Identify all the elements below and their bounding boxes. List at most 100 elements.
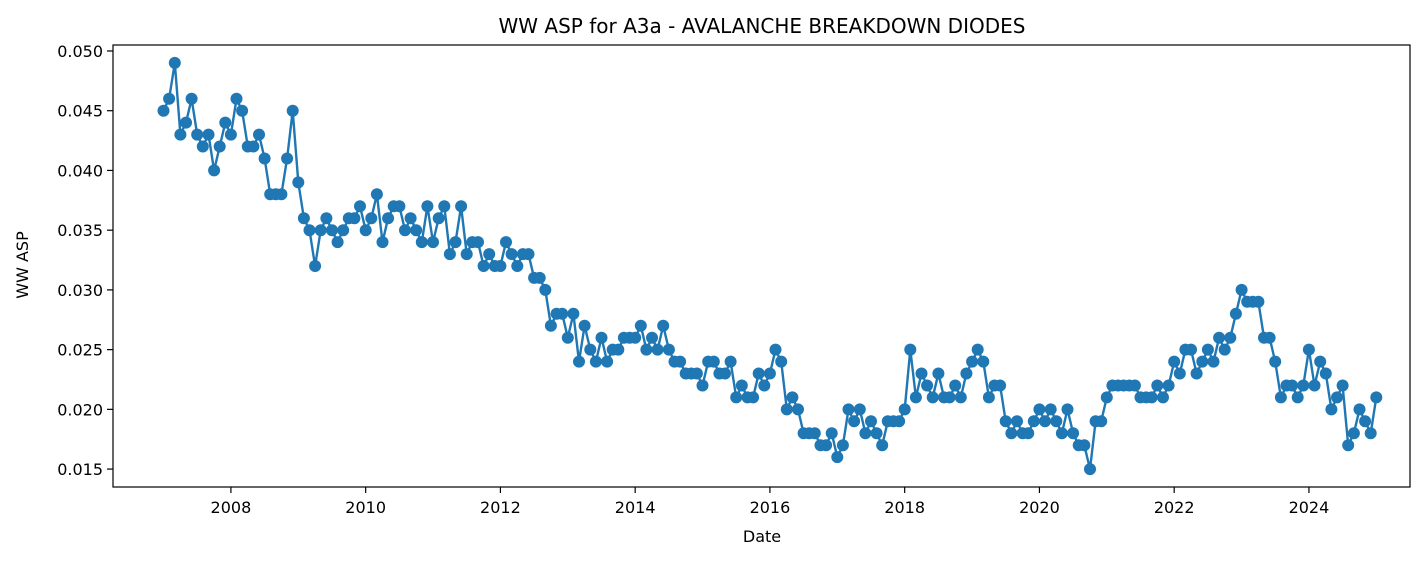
data-point: [629, 331, 642, 344]
data-point: [612, 343, 625, 356]
data-point: [202, 128, 215, 141]
data-point: [640, 343, 653, 356]
data-point: [1364, 427, 1377, 440]
data-point: [1157, 391, 1169, 404]
data-point: [359, 224, 372, 237]
data-point: [971, 343, 984, 356]
chart-title: WW ASP for A3a - AVALANCHE BREAKDOWN DIO…: [499, 14, 1026, 38]
y-tick-label: 0.040: [57, 161, 103, 180]
data-point: [219, 116, 232, 129]
data-point: [848, 415, 861, 428]
x-tick-label: 2016: [750, 498, 791, 517]
data-point: [533, 271, 546, 284]
data-point: [1224, 331, 1237, 344]
data-point: [820, 439, 833, 452]
data-point: [399, 224, 411, 237]
data-point: [966, 355, 979, 368]
data-point: [185, 92, 198, 105]
data-point: [1044, 403, 1057, 416]
data-point: [1185, 343, 1197, 356]
data-point: [1342, 439, 1355, 452]
data-point: [1095, 415, 1108, 428]
data-point: [842, 403, 855, 416]
data-point: [522, 248, 535, 261]
data-point: [831, 451, 844, 464]
y-tick-label: 0.025: [57, 341, 103, 360]
data-point: [662, 343, 675, 356]
data-point: [657, 319, 670, 332]
data-point: [876, 439, 889, 452]
data-point: [853, 403, 866, 416]
x-tick-label: 2020: [1019, 498, 1060, 517]
data-point: [1353, 403, 1366, 416]
data-point: [230, 92, 243, 105]
data-point: [792, 403, 804, 416]
data-point: [674, 355, 687, 368]
data-point: [415, 236, 428, 249]
x-axis: 2008 2010 2012 2014 2016 2018 2020 2022 2024: [211, 487, 1329, 517]
x-tick-label: 2014: [615, 498, 656, 517]
data-point: [505, 248, 518, 261]
series-line: [162, 62, 1378, 470]
data-point: [320, 212, 333, 225]
data-point: [1314, 355, 1327, 368]
data-point: [157, 104, 170, 117]
data-point: [208, 164, 221, 177]
data-point: [258, 152, 271, 165]
data-point: [786, 391, 799, 404]
data-point: [915, 367, 928, 380]
data-point: [455, 200, 468, 213]
data-point: [898, 403, 911, 416]
axes-frame: [112, 44, 1411, 488]
series-markers: [157, 56, 1383, 476]
data-point: [472, 236, 484, 249]
data-point: [696, 379, 709, 392]
data-point: [253, 128, 265, 141]
data-point: [999, 415, 1012, 428]
data-point: [1347, 427, 1360, 440]
data-point: [1196, 355, 1209, 368]
data-point: [752, 367, 765, 380]
data-point: [297, 212, 310, 225]
data-point: [775, 355, 788, 368]
data-point: [1207, 355, 1220, 368]
data-point: [1067, 427, 1080, 440]
data-point: [909, 391, 922, 404]
data-point: [1027, 415, 1040, 428]
data-point: [1229, 307, 1242, 320]
y-axis-label: WW ASP: [13, 231, 32, 299]
data-point: [247, 140, 260, 153]
data-point: [690, 367, 703, 380]
data-point: [410, 224, 423, 237]
data-point: [865, 415, 877, 428]
data-point: [1039, 415, 1051, 428]
data-point: [1370, 391, 1383, 404]
data-point: [191, 128, 204, 141]
data-point: [943, 391, 956, 404]
data-point: [382, 212, 395, 225]
data-point: [870, 427, 883, 440]
data-point: [634, 319, 647, 332]
data-point: [584, 343, 597, 356]
x-tick-label: 2008: [211, 498, 252, 517]
data-point: [460, 248, 473, 261]
data-point: [1308, 379, 1321, 392]
data-point: [1302, 343, 1315, 356]
data-point: [1084, 463, 1096, 476]
data-point: [747, 391, 760, 404]
data-point: [213, 140, 226, 153]
data-point: [573, 355, 585, 368]
data-point: [236, 104, 249, 117]
data-point: [949, 379, 962, 392]
data-point: [354, 200, 366, 213]
y-tick-label: 0.020: [57, 400, 103, 419]
data-point: [286, 104, 299, 117]
data-point: [1055, 427, 1068, 440]
data-point: [1011, 415, 1023, 428]
data-point: [443, 248, 456, 261]
data-point: [646, 331, 658, 344]
data-point: [427, 236, 439, 249]
data-point: [977, 355, 990, 368]
data-point: [337, 224, 350, 237]
data-point: [168, 56, 181, 69]
